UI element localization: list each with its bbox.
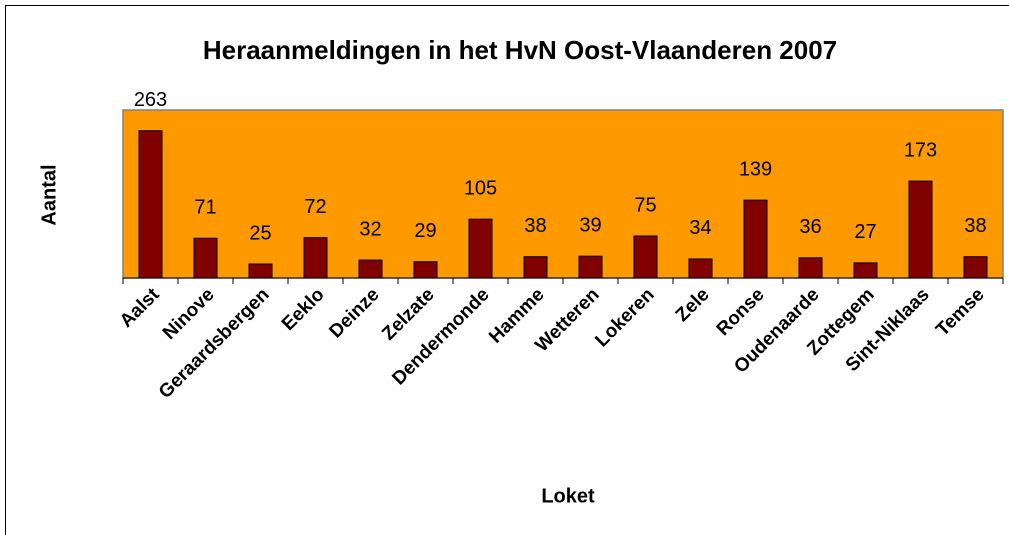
bar xyxy=(303,237,328,279)
plot-area xyxy=(122,109,1004,279)
x-axis-label: Loket xyxy=(541,485,595,507)
bar xyxy=(248,263,273,279)
data-label: 105 xyxy=(464,177,497,199)
data-label: 75 xyxy=(634,194,656,216)
data-label: 25 xyxy=(249,222,271,244)
data-label: 38 xyxy=(524,215,546,237)
bar xyxy=(413,261,438,279)
bar xyxy=(963,256,988,279)
bar xyxy=(468,218,493,279)
data-label: 39 xyxy=(579,214,601,236)
data-label: 29 xyxy=(414,220,436,242)
bar xyxy=(358,259,383,279)
data-label: 71 xyxy=(194,197,216,219)
data-label: 32 xyxy=(359,218,381,240)
chart-title: Heraanmeldingen in het HvN Oost-Vlaander… xyxy=(203,35,837,65)
data-label: 34 xyxy=(689,217,711,239)
data-label: 36 xyxy=(799,216,821,238)
data-label: 38 xyxy=(964,215,986,237)
y-axis-label: Aantal xyxy=(38,164,60,225)
data-label: 139 xyxy=(739,158,772,180)
bar xyxy=(688,258,713,279)
bar xyxy=(578,255,603,279)
bar xyxy=(798,257,823,279)
bar xyxy=(193,237,218,279)
bar xyxy=(908,180,933,279)
bar xyxy=(523,256,548,279)
data-label: 173 xyxy=(904,139,937,161)
bar xyxy=(743,199,768,279)
bar xyxy=(633,235,658,279)
data-label: 27 xyxy=(854,221,876,243)
bar xyxy=(853,262,878,279)
data-label: 72 xyxy=(304,196,326,218)
bar xyxy=(138,130,163,279)
data-label: 263 xyxy=(134,89,167,111)
